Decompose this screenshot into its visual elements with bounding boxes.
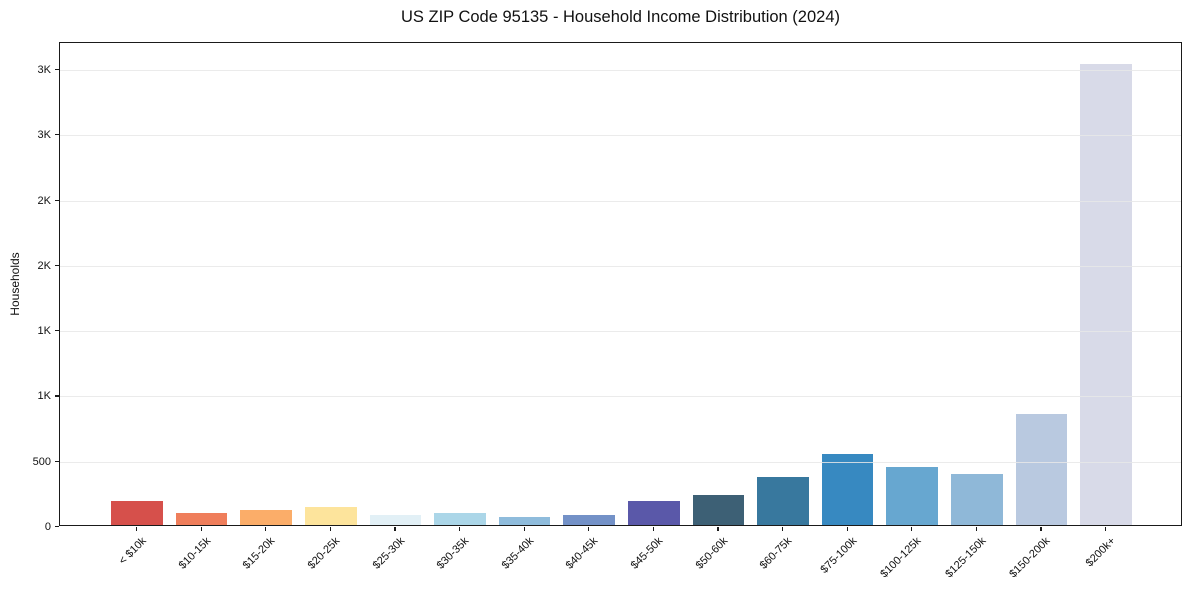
bar (175, 513, 228, 525)
x-tick-label: $75-100k (818, 535, 860, 576)
bar (563, 515, 616, 525)
gridline (60, 396, 1181, 398)
y-tick-label: 3K (37, 63, 51, 76)
x-tick-mark (717, 527, 719, 531)
x-tick-mark (652, 527, 654, 531)
x-tick-label: $50-60k (693, 535, 730, 572)
y-tick-mark (55, 460, 59, 462)
y-tick-mark (55, 264, 59, 266)
y-tick-label: 1K (37, 325, 51, 338)
bar (951, 474, 1003, 525)
bar (821, 453, 874, 525)
y-tick-label: 0 (44, 521, 51, 533)
y-tick-mark (55, 330, 59, 332)
x-tick-label: $30-35k (434, 535, 472, 572)
bar (1080, 64, 1132, 525)
y-tick-mark (55, 526, 59, 528)
x-tick-mark (846, 527, 848, 531)
gridline (60, 200, 1181, 202)
chart-title: US ZIP Code 95135 - Household Income Dis… (400, 8, 840, 26)
gridline (60, 265, 1181, 267)
x-tick-mark (265, 527, 267, 531)
y-axis-label: Households (8, 252, 22, 316)
x-tick-mark (1105, 527, 1107, 531)
y-tick-label: 2K (37, 194, 51, 207)
y-tick-mark (55, 199, 59, 201)
x-tick-label: $100-125k (878, 535, 924, 581)
x-tick-mark (458, 527, 461, 531)
gridline (60, 135, 1181, 137)
y-tick-label: 1K (37, 390, 51, 403)
x-tick-mark (135, 527, 138, 531)
x-tick-mark (782, 527, 784, 531)
y-tick-mark (55, 134, 59, 136)
y-tick-mark (55, 395, 59, 397)
bar (240, 509, 292, 525)
x-tick-label: $10-15k (176, 535, 213, 572)
gridline (60, 69, 1181, 71)
x-tick-label: $200k+ (1083, 535, 1118, 570)
x-tick-mark (329, 527, 331, 531)
x-tick-label: $125-150k (943, 535, 989, 581)
x-tick-mark (394, 527, 396, 531)
bar (692, 494, 745, 525)
bar (627, 500, 680, 525)
x-tick-label: < $10k (116, 535, 149, 568)
x-tick-label: $60-75k (757, 535, 795, 572)
bar (1015, 414, 1068, 525)
x-tick-label: $40-45k (564, 535, 601, 572)
gridline (60, 461, 1181, 463)
x-tick-label: $15-20k (240, 535, 278, 572)
bar (498, 517, 551, 525)
x-tick-mark (975, 527, 978, 531)
bar (434, 513, 486, 525)
y-tick-mark (55, 68, 59, 71)
x-tick-mark (1040, 527, 1042, 531)
x-tick-mark (911, 527, 913, 531)
x-tick-label: $35-40k (499, 535, 537, 572)
x-tick-label: $45-50k (628, 535, 666, 572)
x-tick-mark (200, 527, 202, 531)
bar (304, 507, 357, 525)
x-tick-label: $25-30k (370, 535, 407, 572)
bar (111, 500, 163, 525)
y-tick-label: 500 (32, 455, 51, 468)
y-tick-label: 2K (37, 259, 51, 272)
x-tick-label: $20-25k (305, 535, 343, 572)
x-tick-mark (588, 527, 590, 531)
x-tick-label: $150-200k (1007, 535, 1053, 581)
gridline (60, 331, 1181, 333)
y-tick-label: 3K (37, 129, 51, 142)
x-tick-mark (523, 527, 525, 531)
bar (369, 515, 422, 525)
plot-area (59, 42, 1182, 526)
bar (886, 466, 939, 525)
bar (757, 476, 809, 525)
